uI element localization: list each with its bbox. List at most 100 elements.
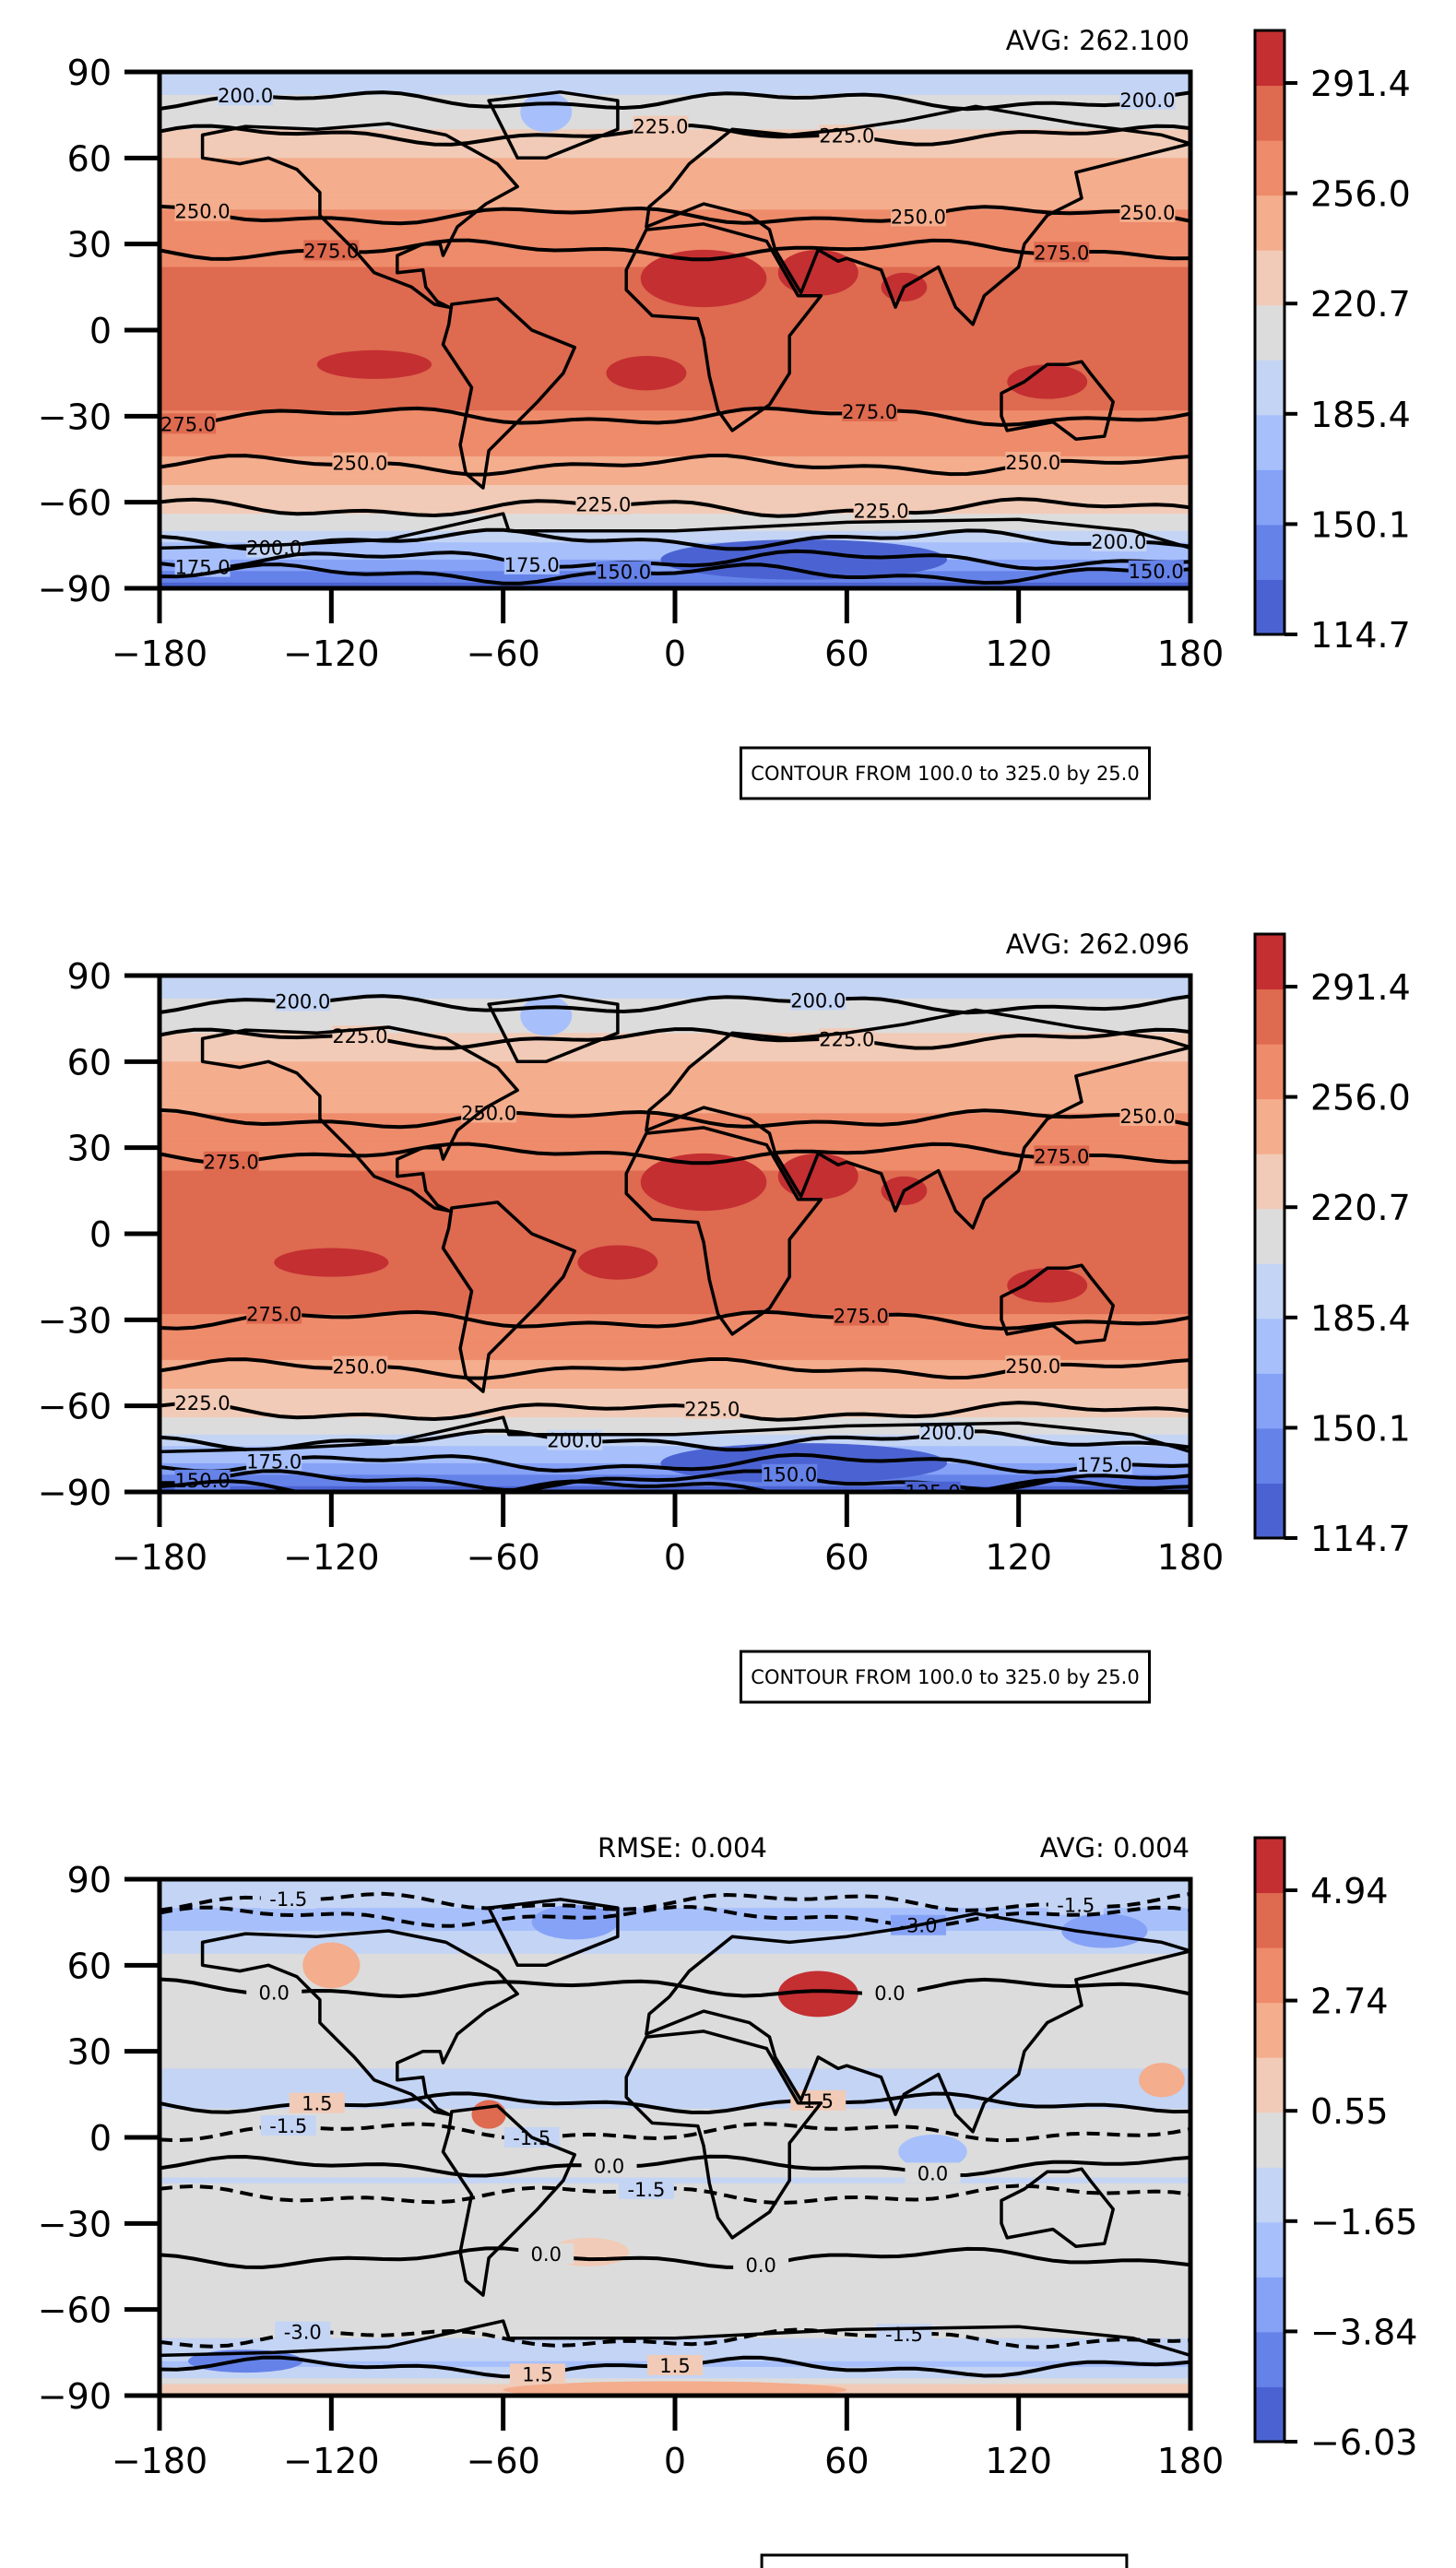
warm-region [640,1153,767,1212]
color-band [160,2086,1190,2093]
color-band [160,1959,1190,1967]
contour-note-box [740,1650,1151,1704]
warm-region [1139,2063,1185,2098]
color-band [160,393,1190,400]
colorbar-segment [1255,1318,1284,1374]
contour-label: 175.0 [504,554,560,576]
contour-label: 250.0 [1005,452,1060,474]
coastline [645,104,1190,326]
warm-region [316,349,432,379]
contour-label-bg [246,1982,302,2003]
colorbar-segment [1255,524,1284,580]
contour-label: 275.0 [834,1306,889,1328]
color-band [160,318,1190,325]
color-band [160,307,1190,314]
color-band [160,410,1190,418]
contour-label: 200.0 [790,989,846,1012]
color-band [160,1090,1190,1097]
color-band [160,77,1190,85]
color-band [160,2326,1190,2334]
color-band [160,1118,1190,1126]
color-band [160,1400,1190,1407]
contour-label-bg [160,413,217,434]
contour-label-bg [509,2363,565,2385]
color-band [160,1331,1190,1338]
colorbar-segment [1255,988,1284,1045]
contour-line [160,1107,1190,1130]
color-band [160,2241,1190,2248]
contour-label: 1.5 [302,2093,332,2115]
color-band [160,1936,1190,1944]
color-band [160,163,1190,171]
colorbar-segment [1255,1892,1284,1948]
color-band [160,1021,1190,1028]
contour-label: 225.0 [684,1398,740,1420]
contour-label: -3.0 [284,2322,322,2344]
color-band [160,2079,1190,2087]
cold-region [531,1905,618,1940]
contour-label: 150.0 [762,1464,817,1486]
color-band [160,1919,1190,1926]
colorbar-tick-label: 291.4 [1310,967,1411,1008]
color-band [160,89,1190,96]
color-band [160,1273,1190,1281]
x-tick-label: −120 [283,2441,379,2481]
color-band [160,330,1190,337]
contour-note: CONTOUR FROM 100.0 to 325.0 by 25.0 [740,1650,1151,1704]
contour-line [160,2122,1190,2143]
color-band [160,1377,1190,1384]
color-band [160,398,1190,406]
color-band [160,135,1190,142]
coastline [441,1201,577,1393]
color-band [160,1417,1190,1425]
contour-label: 150.0 [596,562,651,584]
color-band [160,530,1190,538]
x-tick-label: 120 [985,633,1052,674]
contour-label-bg [246,537,302,558]
contour-label: 200.0 [275,991,330,1013]
contour-label-bg [575,493,632,515]
color-band [160,243,1190,251]
contour-label-bg [246,1303,302,1324]
map-area: 200.0 200.0 225.0 225.0 250.0 250.0 275.0 275.0… [160,976,1190,1504]
color-band [160,158,1190,165]
contour-label-bg [581,2155,637,2176]
contour-label: 250.0 [1119,1106,1175,1128]
contour-label-bg [733,2254,789,2275]
y-tick-label: 0 [89,1214,112,1255]
color-band [160,433,1190,441]
contour-label-bg [1076,1454,1132,1475]
contour-label-bg [174,1391,231,1413]
color-band [160,1423,1190,1430]
colorbar-segment [1255,1947,1284,2004]
contour-label-bg [647,2354,703,2375]
contour-label: 275.0 [1034,1145,1089,1167]
colorbar-segment [1255,2221,1284,2278]
cold-region [1061,1913,1148,1948]
color-band [160,1308,1190,1315]
color-band [160,507,1190,515]
y-tick-label: −30 [38,1300,112,1341]
color-band [160,1947,1190,1955]
contour-label-bg [833,1305,889,1326]
color-band [160,976,1190,983]
contour-label: 125.0 [905,1482,960,1504]
color-band [160,1885,1190,1892]
y-tick-label: −30 [38,2204,112,2244]
contour-label-bg [1119,201,1176,222]
contour-label: 175.0 [1077,1454,1132,1476]
contour-label-bg [853,500,909,521]
x-tick-label: −60 [467,633,540,674]
contour-label: 200.0 [1119,89,1175,112]
color-band [160,404,1190,411]
color-band [160,1147,1190,1154]
color-band [160,1405,1190,1413]
warm-region [1007,1268,1088,1303]
colorbar-segment [1255,2331,1284,2387]
contour-line [160,1027,1190,1050]
color-band [160,2148,1190,2156]
colorbar-tick-label: 220.7 [1310,1188,1411,1228]
color-band [160,1354,1190,1361]
contour-note-box [760,2553,1129,2568]
color-band [160,1942,1190,1949]
